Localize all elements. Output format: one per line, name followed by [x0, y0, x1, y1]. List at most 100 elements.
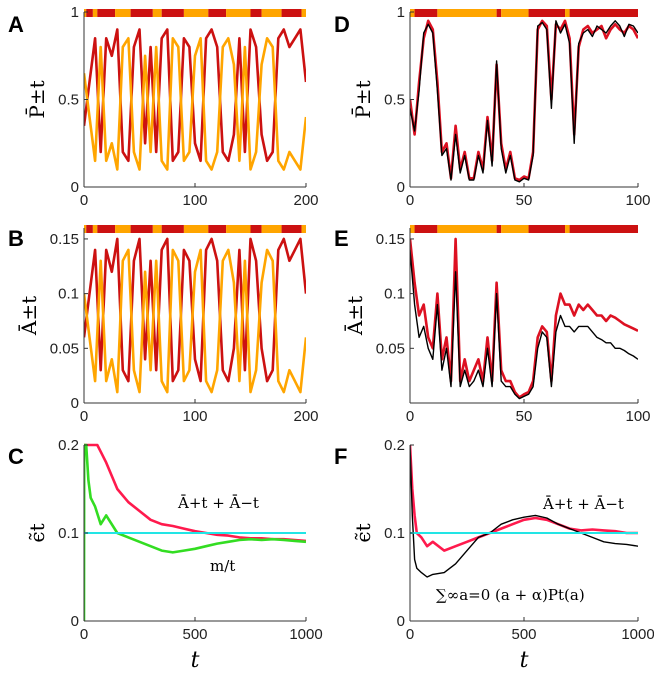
- y-tick-label-f-2: 0.2: [384, 437, 405, 454]
- state-bar-segment-a-3: [97, 9, 116, 17]
- series-line-c-0: [84, 443, 306, 543]
- y-axis-label-e: Ā±t: [343, 296, 367, 336]
- y-tick-label-c-1: 0.1: [58, 525, 79, 542]
- panel-d: 0 50 100 0 0.5 1 P̄±t: [350, 4, 650, 209]
- panel-label-f: F: [334, 444, 347, 469]
- state-bar-segment-d-0: [410, 9, 415, 17]
- y-tick-label-b-1: 0.05: [50, 340, 79, 357]
- y-tick-label-f-0: 0: [397, 613, 405, 630]
- x-tick-label-c-2: 1000: [289, 626, 322, 643]
- panels: 0 100 200 0 0.5 1 P̄±t 0 100 200 0 0.05 0.1 0.15 Ā±t 0 5…: [17, 4, 654, 673]
- state-bar-segment-b-14: [301, 225, 306, 233]
- state-bar-segment-a-0: [84, 9, 87, 17]
- x-tick-label-f-0: 0: [406, 626, 414, 643]
- panel-e: 0 50 100 0.05 0.1 0.15 Ā±t: [343, 225, 651, 425]
- annotation-c-0: Ā+t + Ā−t: [177, 494, 259, 512]
- y-tick-label-d-0: 0: [397, 179, 405, 196]
- state-bar-segment-b-7: [161, 225, 184, 233]
- x-tick-label-c-1: 500: [182, 626, 207, 643]
- state-bar-segment-b-10: [226, 225, 251, 233]
- y-tick-label-c-2: 0.2: [58, 437, 79, 454]
- state-bar-segment-e-4: [501, 225, 529, 233]
- state-bar-segment-b-4: [115, 225, 131, 233]
- x-tick-label-d-0: 0: [406, 192, 414, 209]
- x-tick-label-f-2: 1000: [621, 626, 654, 643]
- state-bar-segment-a-2: [92, 9, 98, 17]
- panel-b: 0 100 200 0 0.05 0.1 0.15 Ā±t: [17, 225, 319, 425]
- x-tick-label-c-0: 0: [80, 626, 88, 643]
- state-bar-segment-b-0: [84, 225, 87, 233]
- state-bar-segment-a-11: [250, 9, 262, 17]
- panel-label-e: E: [334, 226, 349, 251]
- y-tick-label-b-0: 0: [71, 395, 79, 412]
- x-tick-label-d-1: 50: [516, 192, 533, 209]
- state-bar-segment-b-1: [86, 225, 93, 233]
- x-tick-label-e-1: 50: [516, 408, 533, 425]
- state-bar-segment-d-6: [565, 9, 570, 17]
- state-bar-segment-d-5: [528, 9, 566, 17]
- annotation-f-0: Ā+t + Ā−t: [542, 495, 624, 513]
- y-tick-label-e-0: 0.05: [376, 340, 405, 357]
- state-bar-segment-b-3: [97, 225, 116, 233]
- state-bar-segment-e-1: [414, 225, 438, 233]
- state-bar-segment-a-13: [281, 9, 302, 17]
- y-tick-label-c-0: 0: [71, 613, 79, 630]
- y-tick-label-f-1: 0.1: [384, 525, 405, 542]
- state-bar-segment-b-6: [152, 225, 162, 233]
- state-bar-segment-a-10: [226, 9, 251, 17]
- state-bar-segment-a-12: [261, 9, 282, 17]
- series-line-f-0: [410, 444, 638, 552]
- state-bar-segment-d-1: [414, 9, 438, 17]
- y-tick-label-a-2: 1: [71, 4, 79, 21]
- y-tick-label-a-0: 0: [71, 179, 79, 196]
- panel-f: 0 500 1000 0 0.1 0.2 ϵ̃t t Ā+t + Ā−t ∑∞a=0 (a + α…: [351, 437, 654, 673]
- series-line-f-1: [410, 444, 638, 578]
- panel-label-d: D: [334, 12, 350, 37]
- state-bar-segment-e-3: [496, 225, 502, 233]
- state-bar-segment-b-12: [261, 225, 282, 233]
- state-bar-segment-d-2: [437, 9, 497, 17]
- state-bar-segment-a-1: [86, 9, 93, 17]
- panel-a: 0 100 200 0 0.5 1 P̄±t: [24, 4, 318, 209]
- series-line-e-1: [410, 249, 638, 400]
- series-line-a-1: [84, 36, 306, 171]
- series-line-d-0: [410, 19, 638, 182]
- state-bar-segment-e-0: [410, 225, 415, 233]
- panel-label-c: C: [8, 444, 24, 469]
- annotation-f-1: ∑∞a=0 (a + α)Pt(a): [436, 586, 585, 604]
- state-bar-segment-a-9: [208, 9, 227, 17]
- y-axis-label-a: P̄±t: [24, 80, 49, 118]
- x-tick-label-f-1: 500: [511, 626, 536, 643]
- x-axis-label-f: t: [520, 648, 529, 673]
- series-line-d-1: [410, 20, 638, 183]
- y-tick-label-d-1: 0.5: [384, 92, 405, 109]
- x-tick-label-b-2: 200: [293, 408, 318, 425]
- state-bar-segment-a-7: [161, 9, 184, 17]
- state-bar-segment-a-6: [152, 9, 162, 17]
- state-bar-segment-b-13: [281, 225, 302, 233]
- state-bar-segment-b-2: [92, 225, 98, 233]
- x-tick-label-b-0: 0: [80, 408, 88, 425]
- y-tick-label-a-1: 0.5: [58, 92, 79, 109]
- x-tick-label-b-1: 100: [182, 408, 207, 425]
- x-tick-label-a-2: 200: [293, 192, 318, 209]
- y-axis-label-b: Ā±t: [17, 296, 41, 336]
- y-axis-label-f: ϵ̃t: [351, 523, 375, 542]
- y-axis-label-c: ϵ̃t: [25, 523, 49, 542]
- state-bar-segment-e-5: [528, 225, 566, 233]
- y-tick-label-e-1: 0.1: [384, 286, 405, 303]
- state-bar-segment-d-3: [496, 9, 502, 17]
- state-bar-segment-d-7: [569, 9, 638, 17]
- annotation-c-1: m/t: [210, 557, 235, 575]
- series-line-b-1: [84, 248, 306, 394]
- y-tick-label-b-2: 0.1: [58, 286, 79, 303]
- y-tick-label-e-2: 0.15: [376, 231, 405, 248]
- state-bar-segment-e-7: [569, 225, 638, 233]
- x-tick-label-a-1: 100: [182, 192, 207, 209]
- state-bar-segment-a-5: [130, 9, 153, 17]
- state-bar-segment-a-14: [301, 9, 306, 17]
- y-tick-label-b-3: 0.15: [50, 231, 79, 248]
- x-tick-label-e-2: 100: [625, 408, 650, 425]
- series-line-e-0: [410, 237, 638, 399]
